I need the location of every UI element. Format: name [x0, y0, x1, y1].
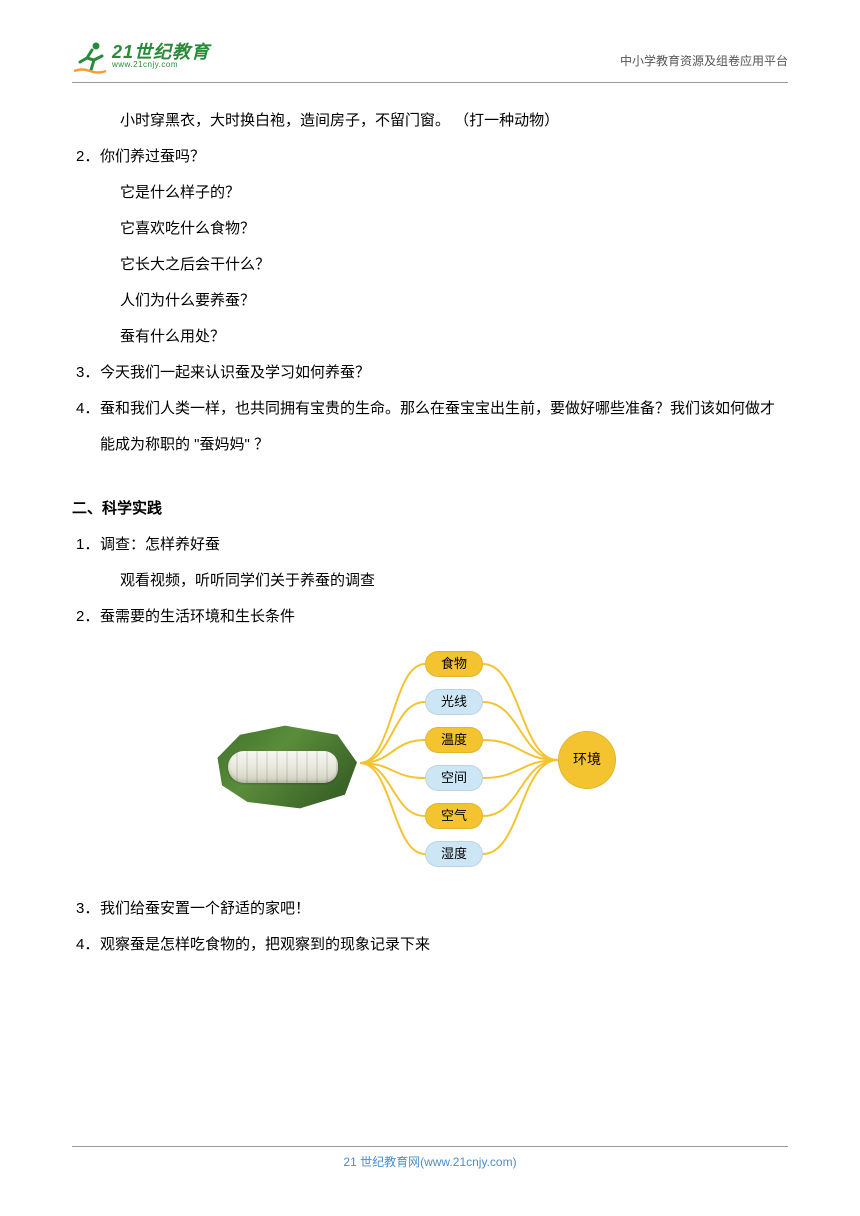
header-right-text: 中小学教育资源及组卷应用平台 [620, 52, 788, 69]
s2-item-3: 3． 我们给蚕安置一个舒适的家吧！ [72, 891, 788, 927]
list-number: 2． [72, 139, 100, 175]
page-header: 21世纪教育 www.21cnjy.com 中小学教育资源及组卷应用平台 [72, 0, 788, 83]
q2-sub-1: 它是什么样子的？ [72, 175, 788, 211]
s2-item2-text: 蚕需要的生活环境和生长条件 [100, 599, 788, 635]
environment-node: 环境 [558, 731, 616, 789]
q4-text: 蚕和我们人类一样，也共同拥有宝贵的生命。那么在蚕宝宝出生前，要做好哪些准备？我们… [100, 391, 788, 463]
q2-sub-2: 它喜欢吃什么食物？ [72, 211, 788, 247]
question-4: 4． 蚕和我们人类一样，也共同拥有宝贵的生命。那么在蚕宝宝出生前，要做好哪些准备… [72, 391, 788, 463]
q3-text: 今天我们一起来认识蚕及学习如何养蚕？ [100, 355, 788, 391]
logo-main-text: 21世纪教育 [112, 43, 210, 61]
s2-item1-line2: 观看视频，听听同学们关于养蚕的调查 [72, 563, 788, 599]
s2-item-2: 2． 蚕需要的生活环境和生长条件 [72, 599, 788, 635]
factor-pill: 湿度 [425, 841, 483, 867]
q2-sub-5: 蚕有什么用处？ [72, 319, 788, 355]
intro-riddle: 小时穿黑衣，大时换白袍，造间房子，不留门窗。 （打一种动物） [72, 103, 788, 139]
s2-item4-text: 观察蚕是怎样吃食物的，把观察到的现象记录下来 [100, 927, 788, 963]
list-number: 3． [72, 891, 100, 927]
list-number: 3． [72, 355, 100, 391]
s2-item1-line1: 调查：怎样养好蚕 [100, 527, 788, 563]
list-number: 2． [72, 599, 100, 635]
factor-pill: 食物 [425, 651, 483, 677]
logo-sub-text: www.21cnjy.com [112, 61, 210, 69]
q2-lead: 你们养过蚕吗？ [100, 139, 788, 175]
factor-pill: 空气 [425, 803, 483, 829]
q2-sub-4: 人们为什么要养蚕？ [72, 283, 788, 319]
section-2-title: 二、科学实践 [72, 491, 788, 527]
s2-item3-text: 我们给蚕安置一个舒适的家吧！ [100, 891, 788, 927]
page-footer: 21 世纪教育网(www.21cnjy.com) [72, 1146, 788, 1170]
factor-pill: 光线 [425, 689, 483, 715]
factor-pill: 温度 [425, 727, 483, 753]
document-body: 小时穿黑衣，大时换白袍，造间房子，不留门窗。 （打一种动物） 2． 你们养过蚕吗… [0, 103, 860, 963]
factor-pill: 空间 [425, 765, 483, 791]
question-2: 2． 你们养过蚕吗？ [72, 139, 788, 175]
logo-text: 21世纪教育 www.21cnjy.com [112, 43, 210, 69]
list-number: 4． [72, 391, 100, 427]
s2-item-1: 1． 调查：怎样养好蚕 [72, 527, 788, 563]
silkworm-on-leaf-icon [210, 721, 360, 813]
q2-sub-3: 它长大之后会干什么？ [72, 247, 788, 283]
logo: 21世纪教育 www.21cnjy.com [72, 38, 210, 74]
s2-item-4: 4． 观察蚕是怎样吃食物的，把观察到的现象记录下来 [72, 927, 788, 963]
environment-diagram: 食物光线温度空间空气湿度 环境 [72, 643, 788, 883]
question-3: 3． 今天我们一起来认识蚕及学习如何养蚕？ [72, 355, 788, 391]
logo-runner-icon [72, 38, 108, 74]
list-number: 1． [72, 527, 100, 563]
list-number: 4． [72, 927, 100, 963]
